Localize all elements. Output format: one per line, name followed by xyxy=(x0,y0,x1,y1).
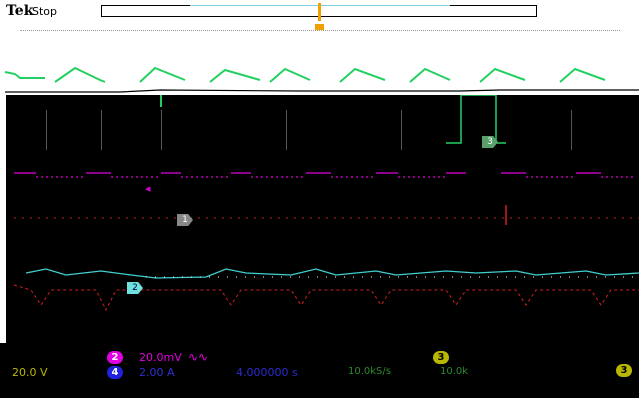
ch2-scale-readout[interactable]: 20.0mV xyxy=(139,351,182,364)
acquisition-state: Stop xyxy=(32,5,58,18)
trigger-source-badge-right[interactable]: 3 xyxy=(616,364,632,377)
ch1-scale-readout[interactable]: 20.0 V xyxy=(12,366,48,379)
math-waveform-band xyxy=(4,66,639,93)
ch1-lower-trace xyxy=(13,284,639,312)
bandwidth-limit-icon: ∿∿ xyxy=(188,350,209,364)
readout-panel xyxy=(0,343,639,398)
trigger-source-badge[interactable]: 3 xyxy=(433,351,449,364)
waveform-graticule[interactable] xyxy=(6,95,639,343)
graticule-dots xyxy=(46,110,572,150)
ch2-trace xyxy=(14,172,636,178)
ch4-trace xyxy=(25,268,639,279)
sample-rate-readout[interactable]: 10.0kS/s xyxy=(348,366,391,377)
brand-logo: Tek xyxy=(6,3,34,19)
ch3-pulse xyxy=(446,95,506,144)
ch1-ground-marker[interactable]: 1 xyxy=(177,214,193,226)
ch2-ground-marker[interactable]: 2 xyxy=(127,282,143,294)
ch2-badge[interactable]: 2 xyxy=(107,351,123,364)
trigger-position-marker[interactable] xyxy=(318,3,321,21)
ch3-ground-marker[interactable]: 3 xyxy=(482,136,498,148)
top-ruler xyxy=(20,30,620,32)
record-length-readout[interactable]: 10.0k xyxy=(440,366,469,377)
ch4-badge[interactable]: 4 xyxy=(107,366,123,379)
waveform-traces xyxy=(13,95,639,312)
trigger-position-icon xyxy=(315,24,324,30)
green-pulse-train xyxy=(4,66,606,83)
trigger-level-arrow-icon[interactable]: ◂ xyxy=(145,182,151,195)
black-baseline xyxy=(5,89,639,93)
ch4-scale-readout[interactable]: 2.00 A xyxy=(139,366,175,379)
horizontal-position-readout[interactable]: 4.000000 s xyxy=(236,366,298,379)
